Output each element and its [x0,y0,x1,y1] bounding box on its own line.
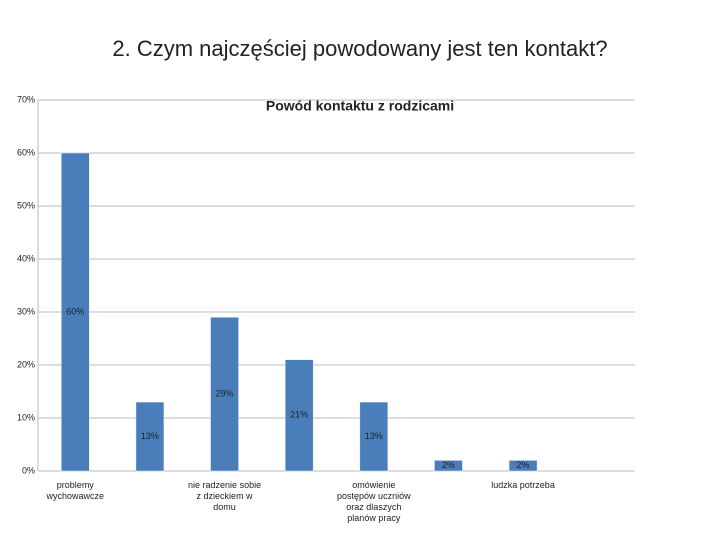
x-tick-label: problemy wychowawcze [46,480,105,501]
chart-title: Powód kontaktu z rodzicami [266,98,454,114]
slide-title: 2. Czym najczęściej powodowany jest ten … [112,36,607,61]
bar [135,401,165,472]
data-label: 13% [141,431,159,441]
data-label: 2% [517,460,530,470]
bar [210,317,239,472]
bar [284,359,314,472]
data-label: 21% [290,410,308,420]
y-tick-label: 50% [17,200,35,210]
data-label: 2% [442,460,455,470]
bar [434,460,463,472]
bar [61,152,90,472]
y-tick-label: 30% [17,306,35,316]
bar [508,460,538,472]
data-label: 29% [216,389,234,399]
y-tick-label: 10% [17,412,35,422]
y-tick-label: 0% [22,465,35,475]
x-tick-label: omówienie postępów uczniów oraz dlaszych… [337,480,411,523]
y-tick-label: 60% [17,147,35,157]
y-tick-label: 40% [17,253,35,263]
data-label: 60% [66,306,84,316]
y-tick-label: 20% [17,359,35,369]
y-tick-label: 70% [17,94,35,104]
data-label: 13% [365,431,383,441]
x-tick-label: nie radzenie sobie z dzieckiem w domu [188,480,262,512]
bar [359,401,389,472]
x-tick-label: ludzka potrzeba [491,480,555,490]
